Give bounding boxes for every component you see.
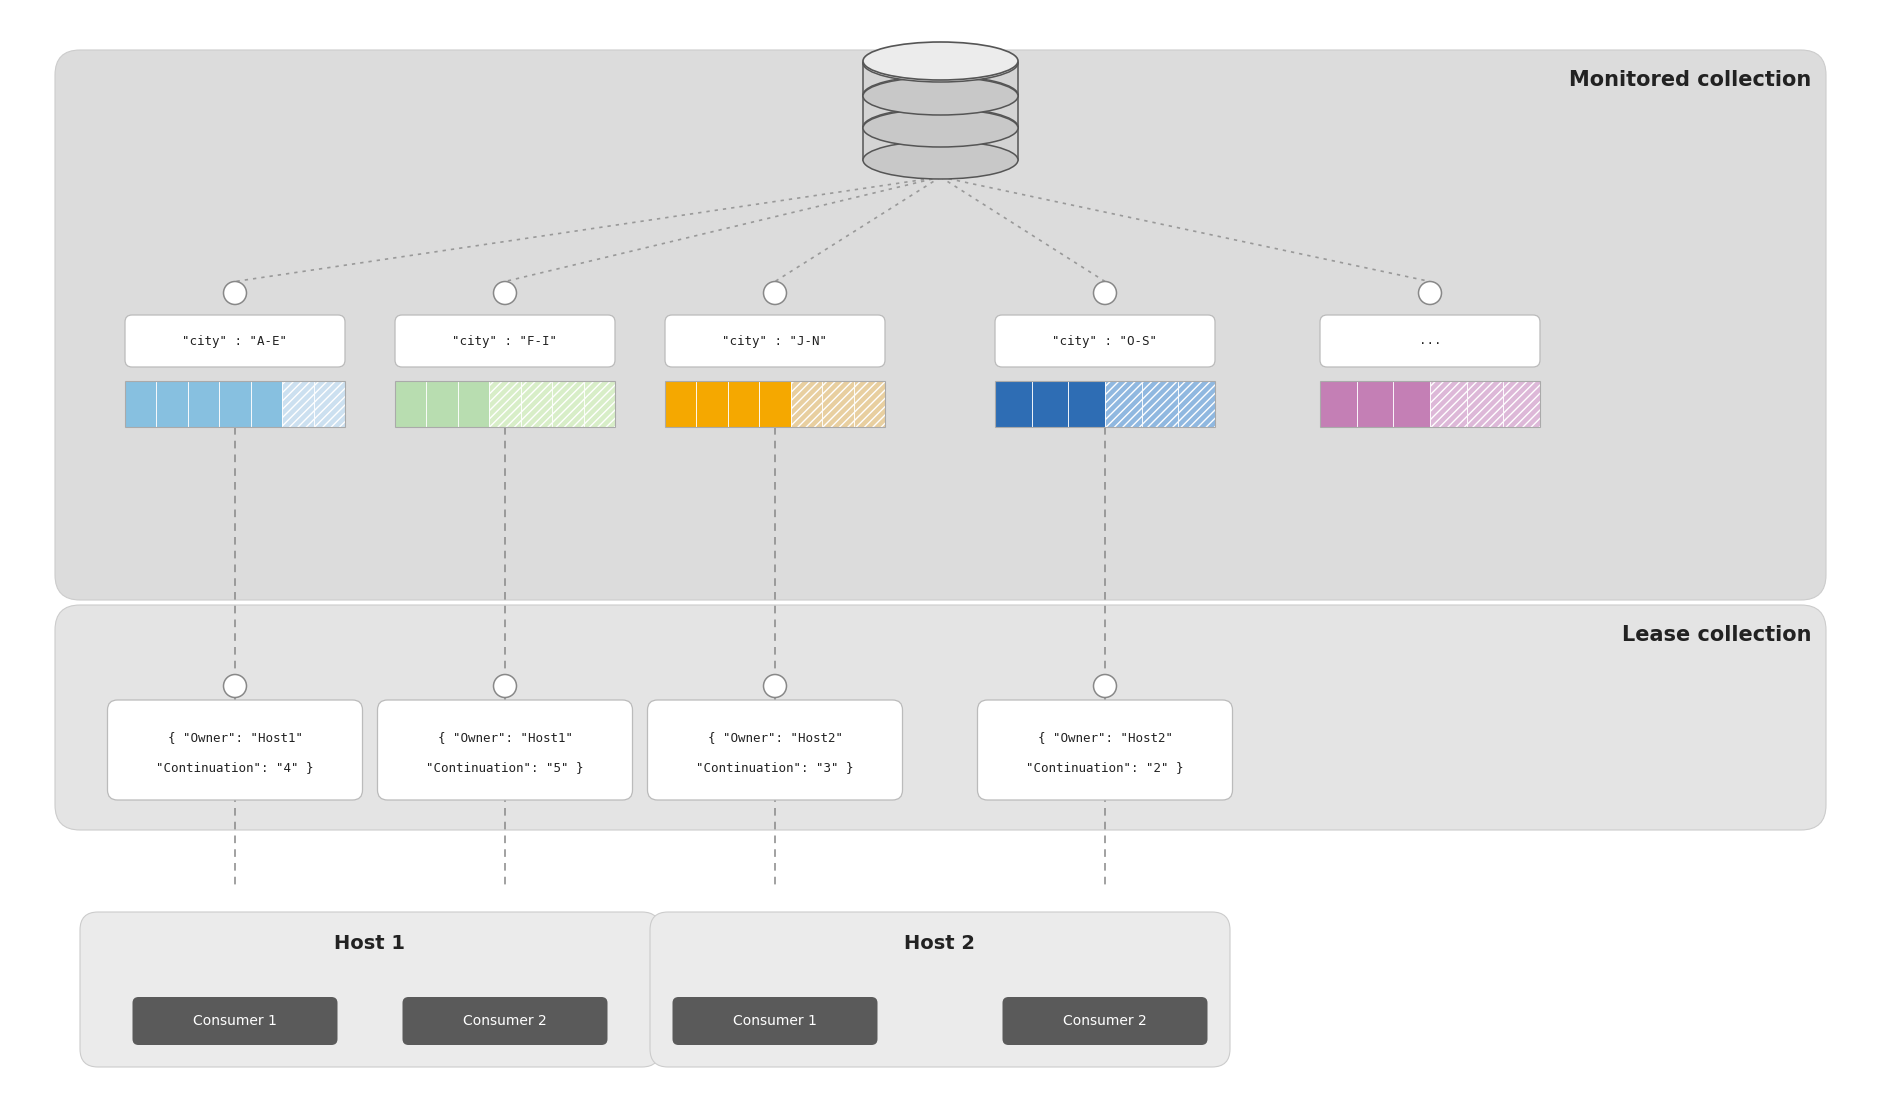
Bar	[728, 381, 760, 427]
Bar	[1320, 381, 1355, 427]
Circle shape	[224, 282, 246, 305]
Bar	[1355, 381, 1393, 427]
Circle shape	[1418, 282, 1440, 305]
Text: { "Owner": "Host2": { "Owner": "Host2"	[1038, 732, 1171, 745]
Bar	[282, 381, 314, 427]
Bar	[1320, 381, 1540, 427]
Bar	[995, 381, 1214, 427]
Bar	[666, 381, 696, 427]
Circle shape	[493, 282, 517, 305]
FancyBboxPatch shape	[395, 315, 615, 367]
Circle shape	[493, 674, 517, 697]
FancyBboxPatch shape	[666, 315, 884, 367]
Bar	[1068, 381, 1104, 427]
Text: { "Owner": "Host1": { "Owner": "Host1"	[167, 732, 303, 745]
Text: Monitored collection: Monitored collection	[1568, 70, 1810, 90]
Text: "Continuation": "3" }: "Continuation": "3" }	[696, 761, 854, 775]
Ellipse shape	[863, 77, 1017, 115]
Bar	[521, 381, 553, 427]
Text: Host 1: Host 1	[335, 934, 406, 953]
Ellipse shape	[863, 109, 1017, 147]
Text: Host 2: Host 2	[904, 934, 976, 953]
FancyBboxPatch shape	[1320, 315, 1540, 367]
Bar	[790, 381, 822, 427]
Text: "city" : "A-E": "city" : "A-E"	[182, 335, 288, 347]
Circle shape	[763, 282, 786, 305]
FancyBboxPatch shape	[978, 699, 1231, 800]
Bar	[666, 381, 884, 427]
Bar	[427, 381, 457, 427]
FancyBboxPatch shape	[673, 997, 878, 1045]
Bar	[863, 95, 1017, 128]
Bar	[1429, 381, 1466, 427]
Bar	[760, 381, 790, 427]
Circle shape	[1092, 674, 1117, 697]
Bar	[1502, 381, 1540, 427]
FancyBboxPatch shape	[995, 315, 1214, 367]
FancyBboxPatch shape	[107, 699, 363, 800]
Bar	[124, 381, 156, 427]
Text: ...: ...	[1418, 335, 1440, 347]
FancyBboxPatch shape	[650, 912, 1230, 1067]
Bar	[489, 381, 521, 427]
Text: Consumer 2: Consumer 2	[462, 1014, 547, 1028]
Ellipse shape	[863, 76, 1017, 114]
FancyBboxPatch shape	[1002, 997, 1207, 1045]
Bar	[696, 381, 728, 427]
Bar	[863, 63, 1017, 96]
FancyBboxPatch shape	[132, 997, 337, 1045]
Text: "Continuation": "5" }: "Continuation": "5" }	[427, 761, 583, 775]
Ellipse shape	[863, 108, 1017, 146]
Circle shape	[224, 674, 246, 697]
Bar	[863, 127, 1017, 160]
Bar	[995, 381, 1030, 427]
Text: { "Owner": "Host1": { "Owner": "Host1"	[438, 732, 572, 745]
Bar	[395, 381, 427, 427]
Bar	[220, 381, 250, 427]
Circle shape	[763, 674, 786, 697]
Bar	[1141, 381, 1177, 427]
Bar	[1030, 381, 1068, 427]
Text: "city" : "O-S": "city" : "O-S"	[1053, 335, 1156, 347]
Bar	[314, 381, 344, 427]
Bar	[1177, 381, 1214, 427]
Bar	[854, 381, 884, 427]
Bar	[395, 381, 615, 427]
Text: Lease collection: Lease collection	[1621, 625, 1810, 645]
Bar	[124, 381, 344, 427]
Text: "Continuation": "4" }: "Continuation": "4" }	[156, 761, 314, 775]
Text: "Continuation": "2" }: "Continuation": "2" }	[1026, 761, 1183, 775]
FancyBboxPatch shape	[55, 50, 1825, 600]
Text: Consumer 2: Consumer 2	[1062, 1014, 1147, 1028]
Circle shape	[1092, 282, 1117, 305]
Ellipse shape	[863, 42, 1017, 80]
Bar	[1393, 381, 1429, 427]
Text: Consumer 1: Consumer 1	[733, 1014, 816, 1028]
Text: { "Owner": "Host2": { "Owner": "Host2"	[707, 732, 842, 745]
Bar	[1466, 381, 1502, 427]
Text: Consumer 1: Consumer 1	[194, 1014, 276, 1028]
Bar	[457, 381, 489, 427]
Bar	[250, 381, 282, 427]
FancyBboxPatch shape	[402, 997, 607, 1045]
Ellipse shape	[863, 44, 1017, 82]
Bar	[822, 381, 854, 427]
FancyBboxPatch shape	[55, 606, 1825, 830]
Bar	[1104, 381, 1141, 427]
Bar	[583, 381, 615, 427]
Text: "city" : "F-I": "city" : "F-I"	[453, 335, 556, 347]
FancyBboxPatch shape	[647, 699, 902, 800]
FancyBboxPatch shape	[378, 699, 632, 800]
FancyBboxPatch shape	[81, 912, 660, 1067]
Bar	[156, 381, 188, 427]
Text: "city" : "J-N": "city" : "J-N"	[722, 335, 827, 347]
FancyBboxPatch shape	[124, 315, 344, 367]
Bar	[553, 381, 583, 427]
Bar	[188, 381, 220, 427]
Ellipse shape	[863, 141, 1017, 179]
